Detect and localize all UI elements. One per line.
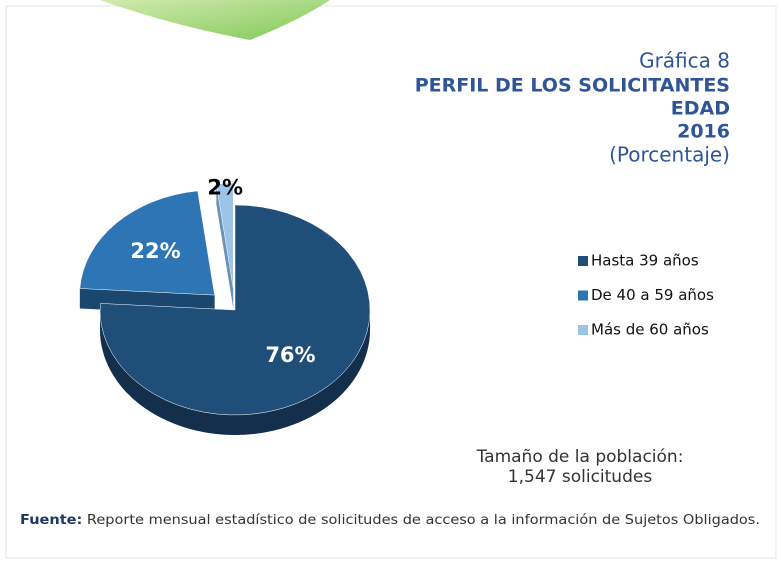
data-label: 76% <box>265 343 315 367</box>
slice-side <box>100 310 370 435</box>
source-text: Reporte mensual estadístico de solicitud… <box>87 513 760 528</box>
data-label: 2% <box>207 176 243 200</box>
slice <box>216 183 234 289</box>
unit-label: (Porcentaje) <box>609 143 730 167</box>
chart-subtitle: EDAD <box>671 98 730 120</box>
frame <box>5 5 777 559</box>
slice-edge <box>216 184 234 309</box>
source-label: Fuente: <box>20 513 82 528</box>
slice <box>99 204 371 416</box>
source: Fuente: Reporte mensual estadístico de s… <box>20 513 760 528</box>
legend-swatch <box>578 290 588 301</box>
legend-swatch <box>578 325 588 335</box>
legend-label: Más de 60 años <box>591 321 709 339</box>
legend-swatch <box>578 256 588 266</box>
legend-label: Hasta 39 años <box>591 252 699 270</box>
note: Tamaño de la población: <box>476 447 684 467</box>
note: 1,547 solicitudes <box>508 467 653 487</box>
decoration <box>100 0 330 40</box>
data-label: 22% <box>130 239 180 263</box>
chart-subtitle: PERFIL DE LOS SOLICITANTES <box>415 75 730 97</box>
legend-label: De 40 a 59 años <box>591 286 714 304</box>
chart-subtitle: 2016 <box>677 121 730 143</box>
chart-title: Gráfica 8 <box>639 49 730 73</box>
slice <box>79 190 215 296</box>
